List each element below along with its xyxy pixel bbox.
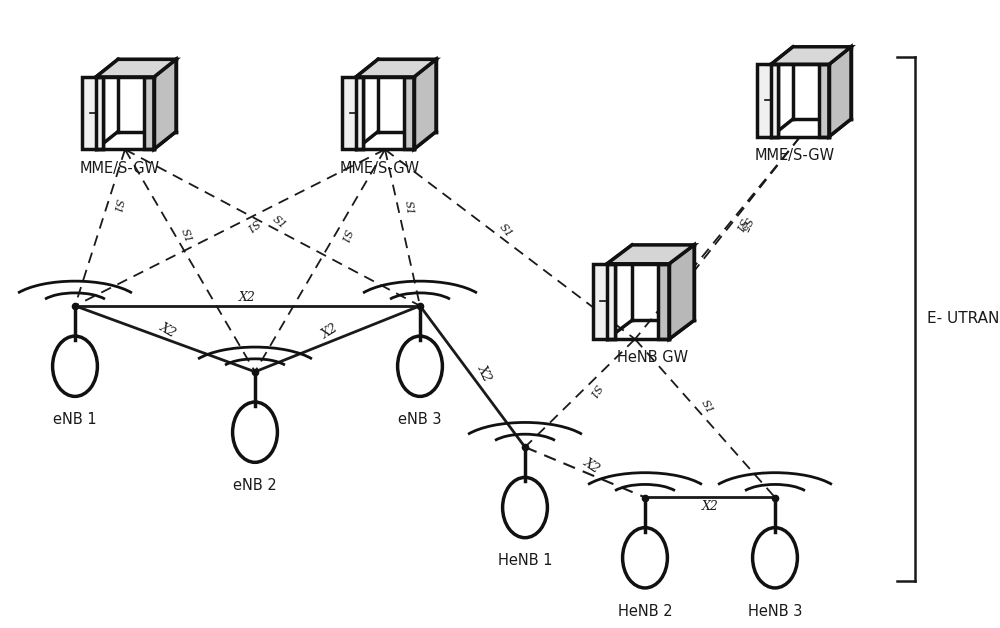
Polygon shape (144, 77, 154, 149)
Text: HeNB 1: HeNB 1 (498, 553, 552, 568)
Text: S1: S1 (586, 382, 602, 400)
Ellipse shape (623, 528, 667, 588)
Polygon shape (414, 59, 436, 149)
Polygon shape (356, 59, 436, 77)
Ellipse shape (53, 336, 97, 396)
Polygon shape (771, 47, 851, 64)
Text: S1: S1 (338, 227, 352, 245)
Text: S1: S1 (402, 200, 414, 216)
Polygon shape (757, 64, 778, 137)
Polygon shape (829, 47, 851, 137)
Text: S5: S5 (737, 215, 753, 232)
Polygon shape (819, 64, 829, 137)
Polygon shape (607, 264, 615, 339)
Text: X2: X2 (702, 501, 718, 513)
Text: HeNB GW: HeNB GW (617, 350, 689, 365)
Text: eNB 1: eNB 1 (53, 412, 97, 427)
Ellipse shape (753, 528, 797, 588)
Text: E- UTRAN: E- UTRAN (927, 311, 999, 326)
Text: X2: X2 (239, 291, 256, 304)
Polygon shape (96, 59, 176, 77)
Polygon shape (342, 77, 363, 149)
Text: S1: S1 (270, 214, 288, 232)
Polygon shape (669, 245, 694, 339)
Text: S1: S1 (243, 216, 261, 233)
Polygon shape (356, 77, 363, 149)
Polygon shape (96, 77, 103, 149)
Polygon shape (658, 264, 669, 339)
Ellipse shape (503, 477, 547, 538)
Text: X2: X2 (475, 362, 494, 384)
Text: X2: X2 (157, 320, 179, 340)
Text: S1: S1 (497, 222, 514, 240)
Text: eNB 2: eNB 2 (233, 478, 277, 493)
Text: X2: X2 (320, 322, 341, 342)
Text: eNB 3: eNB 3 (398, 412, 442, 427)
Text: HeNB 3: HeNB 3 (748, 604, 802, 619)
Text: MME/S-GW: MME/S-GW (340, 161, 420, 176)
Polygon shape (404, 77, 414, 149)
Polygon shape (593, 264, 615, 339)
Text: S1: S1 (179, 227, 194, 245)
Text: MME/S-GW: MME/S-GW (80, 161, 160, 176)
Text: HeNB 2: HeNB 2 (618, 604, 672, 619)
Polygon shape (154, 59, 176, 149)
Text: S1: S1 (732, 216, 747, 234)
Ellipse shape (233, 402, 277, 462)
Polygon shape (82, 77, 103, 149)
Polygon shape (771, 64, 778, 137)
Text: S1: S1 (111, 197, 124, 214)
Text: S1: S1 (699, 398, 715, 416)
Ellipse shape (398, 336, 442, 396)
Text: X2: X2 (581, 456, 602, 476)
Text: MME/S-GW: MME/S-GW (755, 148, 835, 163)
Polygon shape (607, 245, 694, 264)
